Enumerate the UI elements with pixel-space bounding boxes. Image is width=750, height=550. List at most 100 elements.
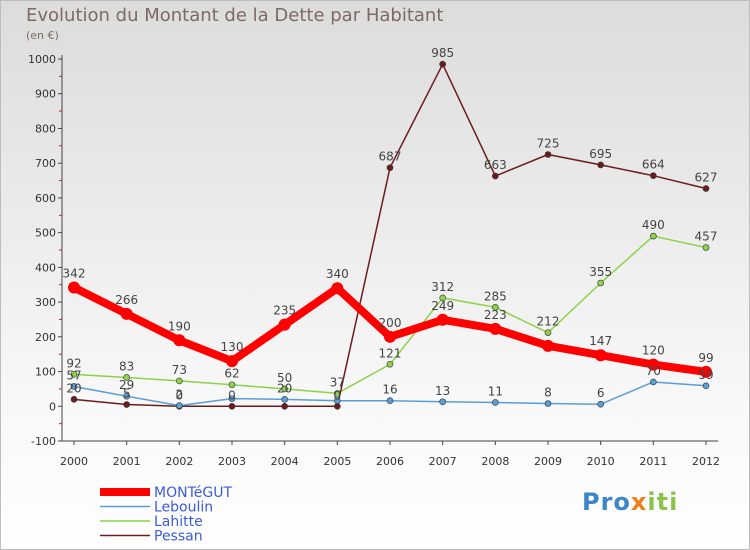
x-tick-label: 2002 bbox=[165, 455, 193, 468]
data-label-leboulin: 59 bbox=[698, 368, 713, 382]
data-point-lahitte bbox=[597, 279, 604, 287]
data-label-leboulin: 70 bbox=[646, 364, 661, 378]
data-label-lahitte: 121 bbox=[379, 346, 402, 360]
data-point-pessan bbox=[334, 402, 341, 410]
data-point-lahitte bbox=[123, 374, 130, 381]
data-label-leboulin: 2 bbox=[176, 388, 184, 402]
axes: -100010020030040050060070080090010002000… bbox=[28, 53, 720, 468]
data-point-montégut bbox=[120, 307, 133, 320]
data-point-montégut bbox=[700, 365, 712, 378]
data-label-leboulin: 8 bbox=[544, 385, 552, 399]
y-tick-label: 400 bbox=[35, 261, 56, 274]
data-point-leboulin bbox=[281, 396, 288, 403]
data-point-lahitte bbox=[544, 329, 552, 336]
data-point-leboulin bbox=[70, 383, 78, 390]
y-tick-label: 300 bbox=[35, 296, 56, 309]
data-point-lahitte bbox=[650, 232, 657, 240]
data-label-montégut: 340 bbox=[326, 267, 349, 281]
data-label-lahitte: 83 bbox=[119, 359, 134, 373]
data-point-pessan bbox=[386, 164, 394, 171]
series-line-lahitte bbox=[73, 235, 707, 395]
data-point-leboulin bbox=[492, 399, 499, 406]
y-tick-label: 200 bbox=[35, 331, 56, 344]
data-label-lahitte: 285 bbox=[484, 289, 507, 303]
data-point-montégut bbox=[331, 282, 344, 295]
y-tick-label: 600 bbox=[35, 192, 56, 205]
data-point-lahitte bbox=[228, 381, 236, 389]
data-label-pessan: 985 bbox=[431, 46, 454, 60]
data-point-leboulin bbox=[597, 400, 604, 408]
x-tick-label: 2007 bbox=[429, 455, 457, 468]
legend-label: Lahitte bbox=[154, 514, 203, 530]
legend-label: Leboulin bbox=[154, 500, 213, 516]
data-point-lahitte bbox=[492, 303, 499, 311]
data-label-pessan: 627 bbox=[695, 171, 718, 185]
data-label-lahitte: 312 bbox=[431, 280, 454, 294]
data-label-pessan: 0 bbox=[228, 388, 236, 402]
brand-logo: Proxiti bbox=[582, 488, 678, 516]
data-point-montégut bbox=[278, 318, 291, 331]
chart-subtitle: (en €) bbox=[26, 29, 59, 42]
x-tick-label: 2006 bbox=[376, 455, 404, 468]
data-point-pessan bbox=[544, 151, 552, 158]
data-point-montégut bbox=[384, 330, 396, 343]
data-point-leboulin bbox=[439, 398, 446, 406]
data-label-lahitte: 62 bbox=[224, 367, 239, 381]
data-point-montégut bbox=[173, 334, 186, 347]
data-label-montégut: 266 bbox=[115, 293, 138, 307]
data-label-lahitte: 457 bbox=[695, 230, 718, 244]
data-point-lahitte bbox=[334, 390, 341, 397]
data-label-montégut: 120 bbox=[642, 344, 665, 358]
data-point-montégut bbox=[594, 349, 607, 362]
data-point-pessan bbox=[439, 60, 446, 68]
data-point-leboulin bbox=[228, 395, 236, 402]
y-tick-label: 800 bbox=[35, 122, 56, 135]
y-tick-label: 500 bbox=[35, 227, 56, 240]
data-label-montégut: 235 bbox=[273, 304, 296, 318]
data-label-lahitte: 73 bbox=[172, 363, 187, 377]
data-point-lahitte bbox=[281, 385, 288, 393]
data-label-lahitte: 490 bbox=[642, 218, 665, 232]
x-tick-label: 2000 bbox=[60, 455, 88, 468]
data-label-lahitte: 37 bbox=[330, 375, 345, 389]
data-label-lahitte: 50 bbox=[277, 371, 292, 385]
data-point-pessan bbox=[650, 172, 657, 179]
data-point-pessan bbox=[281, 402, 288, 410]
data-label-montégut: 249 bbox=[431, 299, 454, 313]
y-tick-label: -100 bbox=[31, 435, 56, 448]
data-point-lahitte bbox=[702, 244, 710, 251]
chart-title: Evolution du Montant de la Dette par Hab… bbox=[26, 5, 444, 26]
data-point-leboulin bbox=[702, 382, 710, 390]
legend-label: MONTéGUT bbox=[154, 485, 232, 501]
data-point-leboulin bbox=[544, 400, 552, 407]
data-label-montégut: 130 bbox=[221, 340, 244, 354]
data-label-leboulin: 57 bbox=[66, 368, 81, 382]
data-point-lahitte bbox=[70, 371, 78, 378]
data-label-montégut: 200 bbox=[379, 316, 402, 330]
data-point-pessan bbox=[228, 402, 236, 410]
y-tick-label: 700 bbox=[35, 157, 56, 170]
data-point-leboulin bbox=[334, 397, 341, 405]
data-label-pessan: 687 bbox=[379, 150, 402, 164]
x-tick-label: 2012 bbox=[692, 455, 720, 468]
data-point-pessan bbox=[492, 172, 499, 180]
y-tick-label: 100 bbox=[35, 366, 56, 379]
data-label-lahitte: 212 bbox=[537, 315, 560, 329]
data-label-leboulin: 13 bbox=[435, 384, 450, 398]
x-tick-label: 2011 bbox=[639, 455, 667, 468]
data-label-pessan: 664 bbox=[642, 158, 665, 172]
data-point-lahitte bbox=[176, 377, 183, 385]
data-point-montégut bbox=[226, 355, 238, 368]
data-point-lahitte bbox=[439, 294, 446, 302]
data-point-montégut bbox=[436, 313, 449, 326]
data-label-montégut: 147 bbox=[589, 334, 612, 348]
data-label-pessan: 725 bbox=[537, 137, 560, 151]
brand-part-3: iti bbox=[647, 488, 679, 516]
brand-part-2: x bbox=[630, 488, 648, 516]
data-point-lahitte bbox=[386, 360, 394, 368]
data-label-pessan: 5 bbox=[123, 387, 131, 401]
data-label-lahitte: 92 bbox=[66, 356, 81, 370]
